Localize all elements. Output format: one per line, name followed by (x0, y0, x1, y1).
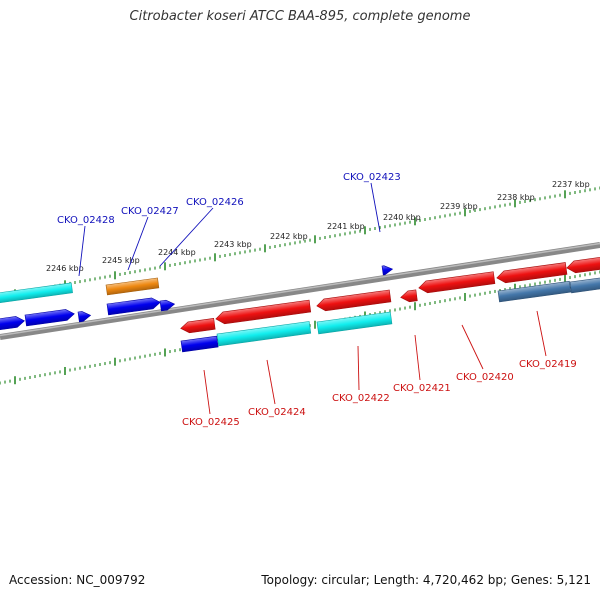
gene-red-4 (400, 289, 418, 303)
gene-cyan-1 (216, 321, 312, 347)
leader-line-cko-02428 (78, 225, 86, 277)
gene-label-cko-02420: CKO_02420 (456, 372, 514, 383)
tick-label-2244-kbp: 2244 kbp (158, 248, 196, 257)
gene-red-2 (215, 299, 312, 325)
gene-blue-forward-1-shape (106, 297, 161, 316)
gene-label-cko-02427: CKO_02427 (121, 206, 179, 217)
tick-label-2243-kbp: 2243 kbp (214, 240, 252, 249)
gene-blue-left-2-shape (24, 309, 75, 327)
leader-line-cko-02424 (266, 359, 276, 405)
leader-line-cko-02421 (414, 334, 421, 381)
gene-cyan-2-shape (316, 311, 393, 335)
gene-red-5-shape (418, 271, 496, 294)
gene-red-7 (566, 255, 600, 274)
tick-label-2238-kbp: 2238 kbp (497, 193, 535, 202)
gene-label-cko-02424: CKO_02424 (248, 407, 306, 418)
gene-red-1-shape (180, 318, 216, 334)
gene-cko-02423 (381, 265, 394, 276)
leader-line-cko-02427 (127, 216, 149, 271)
gene-red-1 (180, 318, 216, 334)
map-title: Citrobacter koseri ATCC BAA-895, complet… (129, 9, 471, 24)
genome-backbone (0, 242, 600, 340)
tick-label-2246-kbp: 2246 kbp (46, 264, 84, 273)
leader-line-cko-02423 (370, 182, 381, 233)
gene-steel-2 (569, 276, 600, 294)
gene-steel-2-shape (569, 276, 600, 294)
gene-blue-reverse-shape (180, 335, 219, 353)
gene-blue-left-1-shape (0, 316, 25, 332)
gene-blue-left-1 (0, 316, 25, 332)
gene-label-cko-02419: CKO_02419 (519, 359, 577, 370)
leader-line-cko-02422 (357, 345, 360, 391)
genome-stats-text: Topology: circular; Length: 4,720,462 bp… (261, 573, 591, 587)
leader-line-cko-02420 (461, 324, 484, 370)
gene-red-6-shape (496, 262, 568, 284)
tick-label-2241-kbp: 2241 kbp (327, 222, 365, 231)
gene-cyan-left-top-shape (0, 282, 73, 305)
gene-cyan-1-shape (216, 321, 312, 347)
accession-text: Accession: NC_009792 (9, 573, 146, 587)
gene-steel-1 (497, 280, 572, 303)
gene-cyan-2 (316, 311, 393, 335)
gene-blue-forward-2 (159, 299, 176, 312)
gene-blue-forward-2-shape (159, 299, 176, 312)
tick-label-2242-kbp: 2242 kbp (270, 232, 308, 241)
gene-label-cko-02425: CKO_02425 (182, 417, 240, 428)
leader-line-cko-02419 (536, 310, 547, 357)
gene-red-4-shape (400, 289, 418, 303)
gene-blue-forward-1 (106, 297, 161, 316)
genome-backbone-highlight (0, 242, 600, 337)
gene-blue-left-2 (24, 309, 75, 327)
tick-label-2240-kbp: 2240 kbp (383, 213, 421, 222)
gene-steel-1-shape (497, 280, 572, 303)
gene-red-6 (496, 262, 568, 284)
gene-cko-02427 (105, 277, 160, 296)
gene-red-2-shape (215, 299, 312, 325)
gene-blue-reverse (180, 335, 219, 353)
gene-red-5 (418, 271, 496, 294)
gene-red-3 (316, 289, 392, 312)
gene-cko-02427-shape (105, 277, 160, 296)
gene-label-cko-02421: CKO_02421 (393, 383, 451, 394)
gene-label-cko-02423: CKO_02423 (343, 172, 401, 183)
gene-red-7-shape (566, 255, 600, 274)
gene-red-3-shape (316, 289, 392, 312)
gene-blue-left-3-shape (77, 311, 92, 323)
tick-label-2237-kbp: 2237 kbp (552, 180, 590, 189)
gene-label-cko-02426: CKO_02426 (186, 197, 244, 208)
leader-line-cko-02425 (203, 369, 211, 415)
gene-label-cko-02422: CKO_02422 (332, 393, 390, 404)
gene-cko-02423-shape (381, 265, 394, 276)
gene-blue-left-3 (77, 311, 92, 323)
tick-label-2239-kbp: 2239 kbp (440, 202, 478, 211)
tick-label-2245-kbp: 2245 kbp (102, 256, 140, 265)
leader-line-cko-02426 (159, 207, 214, 267)
gene-label-cko-02428: CKO_02428 (57, 215, 115, 226)
gene-cyan-left-top (0, 282, 73, 305)
